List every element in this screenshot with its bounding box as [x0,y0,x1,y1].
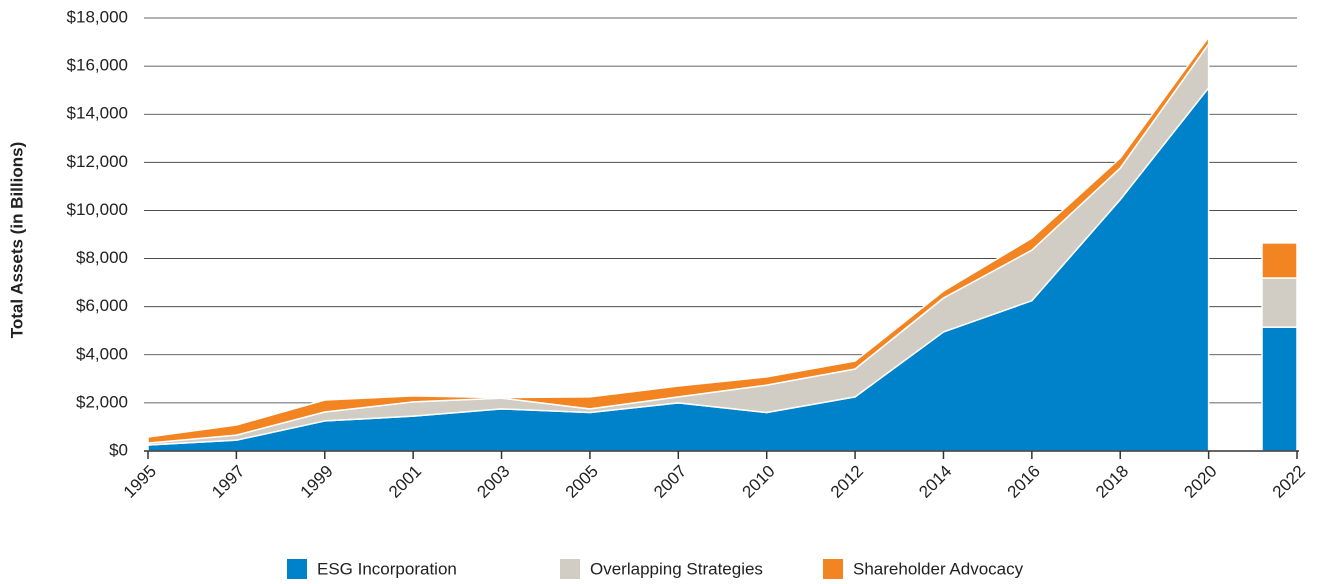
x-tick-label: 2007 [650,462,690,502]
legend-label: Overlapping Strategies [590,559,763,578]
y-tick-label: $10,000 [67,200,128,219]
area [147,36,1210,444]
x-tick-label: 2018 [1092,462,1132,502]
x-tick-label: 2005 [562,462,602,502]
x-tick-label: 2012 [827,462,867,502]
y-tick-label: $12,000 [67,152,128,171]
y-tick-label: $16,000 [67,56,128,75]
x-tick-label: 2016 [1004,462,1044,502]
x-tick-label: 2014 [915,462,955,502]
y-axis-label: Total Assets (in Billions) [7,142,26,338]
x-tick-label: 1995 [120,462,160,502]
x-tick-label: 1999 [297,462,337,502]
y-tick-label: $0 [109,440,128,459]
x-tick-label: 2022 [1269,462,1309,502]
y-tick-label: $8,000 [76,248,128,267]
y-tick-label: $4,000 [76,344,128,363]
legend-swatch [823,559,843,579]
legend-label: ESG Incorporation [317,559,457,578]
x-tick-label: 2020 [1180,462,1220,502]
y-tick-label: $14,000 [67,104,128,123]
legend-swatch [560,559,580,579]
bar-segment [1261,277,1298,328]
y-tick-label: $18,000 [67,7,128,26]
x-tick-label: 2010 [739,462,779,502]
legend-label: Shareholder Advocacy [853,559,1024,578]
bar-segment [1261,326,1298,452]
y-tick-label: $6,000 [76,296,128,315]
x-tick-label: 2003 [473,462,513,502]
x-tick-label: 2001 [385,462,425,502]
y-tick-label: $2,000 [76,392,128,411]
bar-segment [1261,242,1298,279]
legend-swatch [287,559,307,579]
x-tick-label: 1997 [208,462,248,502]
